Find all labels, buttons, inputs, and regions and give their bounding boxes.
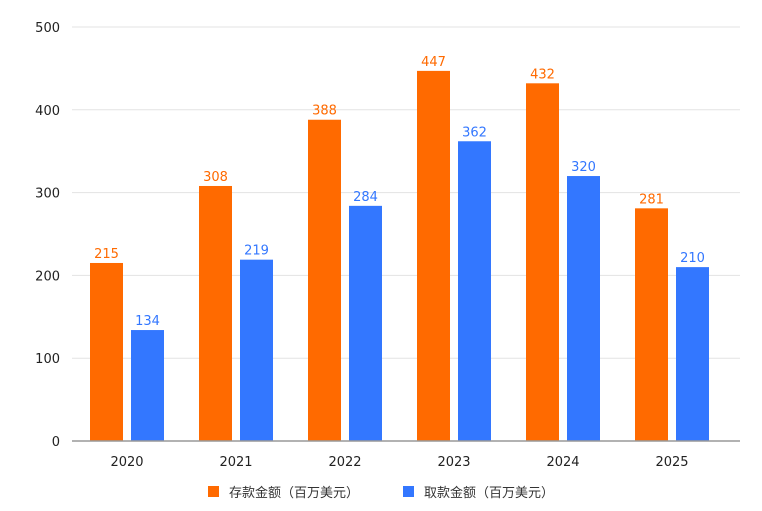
x-tick-label: 2025 — [655, 455, 688, 470]
withdrawal-bar-2025[interactable] — [676, 267, 709, 441]
y-tick-label: 500 — [35, 21, 60, 36]
deposit-bar-2023[interactable] — [417, 70, 450, 441]
deposit-bar-2024[interactable] — [526, 83, 559, 441]
y-tick-label: 200 — [35, 269, 60, 284]
withdrawal-bar-2024[interactable] — [567, 176, 600, 442]
y-tick-label: 0 — [52, 435, 60, 450]
deposit-bar-2021[interactable] — [199, 185, 232, 441]
withdrawal-bar-2022[interactable] — [349, 205, 382, 441]
deposit-label-2022: 388 — [312, 104, 337, 119]
withdrawal-label-2025: 210 — [680, 251, 705, 266]
deposit-bar-2025[interactable] — [635, 208, 668, 441]
y-tick-label: 100 — [35, 352, 60, 367]
withdrawal-label-2023: 362 — [462, 125, 487, 140]
withdrawal-label-2024: 320 — [571, 160, 596, 175]
legend-label-withdrawal: 取款金额（百万美元） — [424, 486, 555, 501]
deposit-label-2023: 447 — [421, 55, 446, 70]
legend-item-withdrawal[interactable]: 取款金额（百万美元） — [403, 482, 554, 501]
withdrawal-label-2022: 284 — [353, 190, 378, 205]
withdrawal-label-2021: 219 — [244, 244, 269, 259]
y-tick-label: 400 — [35, 104, 60, 119]
deposit-label-2021: 308 — [203, 170, 228, 185]
gridlines — [72, 26, 740, 359]
bars — [90, 70, 709, 442]
deposit-label-2024: 432 — [530, 67, 555, 82]
deposit-bar-2020[interactable] — [90, 262, 123, 441]
legend: 存款金额（百万美元） 取款金额（百万美元） — [0, 482, 762, 501]
legend-swatch-deposit — [207, 486, 219, 497]
deposit-bar-2022[interactable] — [308, 119, 341, 442]
x-tick-label: 2021 — [219, 455, 252, 470]
x-tick-label: 2023 — [437, 455, 470, 470]
x-axis-ticks: 2020 2021 2022 2023 2024 2025 — [110, 455, 688, 470]
deposit-label-2020: 215 — [94, 247, 119, 262]
withdrawal-bar-2021[interactable] — [240, 259, 273, 441]
x-tick-label: 2022 — [328, 455, 361, 470]
withdrawal-bar-2023[interactable] — [458, 141, 491, 441]
x-tick-label: 2020 — [110, 455, 143, 470]
legend-swatch-withdrawal — [403, 486, 414, 497]
deposit-label-2025: 281 — [639, 192, 664, 207]
legend-item-deposit[interactable]: 存款金额（百万美元） — [207, 482, 359, 501]
withdrawal-label-2020: 134 — [135, 314, 160, 329]
data-labels: 215 134 308 219 388 284 447 362 432 320 281 210 — [94, 55, 705, 329]
y-tick-label: 300 — [35, 187, 60, 202]
y-axis-ticks: 0 100 200 300 400 500 — [35, 21, 60, 450]
x-tick-label: 2024 — [546, 455, 579, 470]
withdrawal-bar-2020[interactable] — [131, 330, 164, 441]
legend-label-deposit: 存款金额（百万美元） — [228, 486, 359, 501]
